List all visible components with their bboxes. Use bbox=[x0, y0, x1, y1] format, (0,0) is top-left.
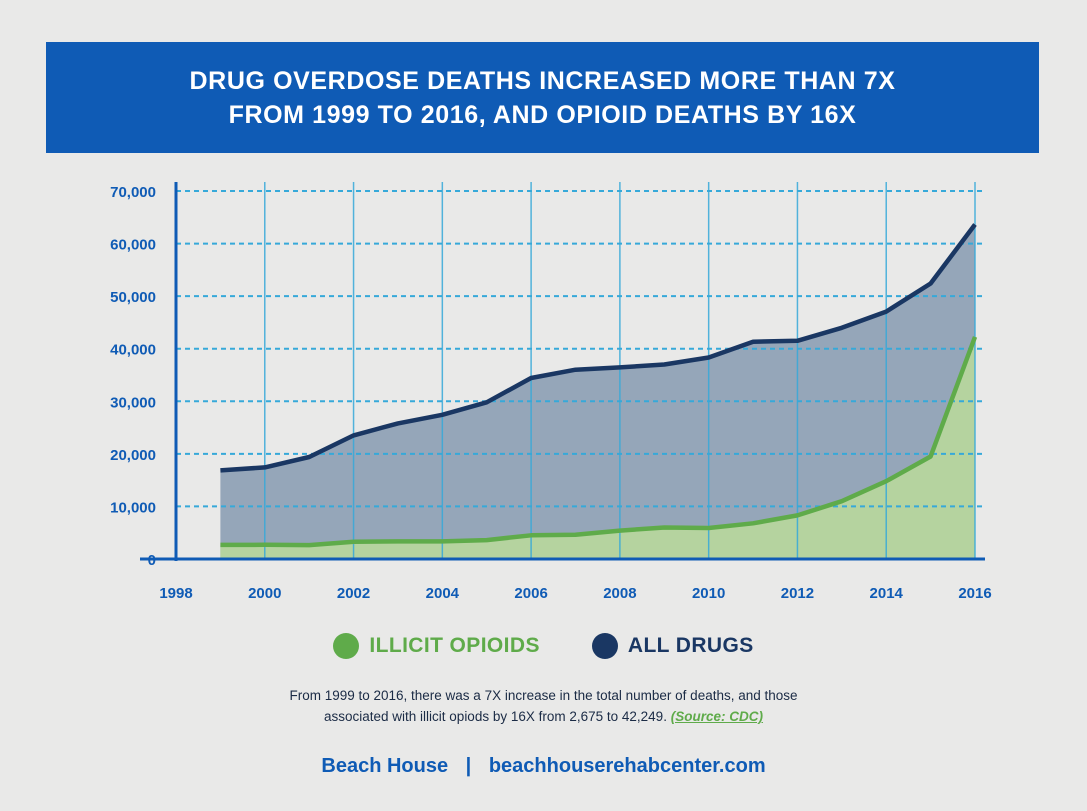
y-tick-label-70000: 70,000 bbox=[110, 184, 156, 201]
x-tick-label-2008: 2008 bbox=[603, 585, 636, 602]
y-tick-label-10000: 10,000 bbox=[110, 499, 156, 516]
x-tick-label-2012: 2012 bbox=[781, 585, 814, 602]
x-tick-label-2000: 2000 bbox=[248, 585, 281, 602]
y-tick-label-50000: 50,000 bbox=[110, 289, 156, 306]
footer-brand: Beach House bbox=[321, 755, 449, 777]
caption-line-2-text: associated with illicit opiods by 16X fr… bbox=[324, 709, 667, 724]
y-tick-label-20000: 20,000 bbox=[110, 447, 156, 464]
all-drugs-area bbox=[220, 224, 975, 559]
legend-label-opioids: ILLICIT OPIOIDS bbox=[369, 634, 540, 657]
caption: From 1999 to 2016, there was a 7X increa… bbox=[0, 685, 1087, 727]
footer-separator: | bbox=[465, 755, 472, 777]
legend-label-all-drugs: ALL DRUGS bbox=[627, 634, 754, 657]
x-tick-label-2006: 2006 bbox=[514, 585, 547, 602]
opioids-area bbox=[220, 336, 975, 559]
chart-title: DRUG OVERDOSE DEATHS INCREASED MORE THAN… bbox=[189, 66, 896, 129]
x-tick-label-2016: 2016 bbox=[958, 585, 991, 602]
y-tick-label-40000: 40,000 bbox=[110, 342, 156, 359]
x-tick-label-2014: 2014 bbox=[870, 585, 904, 602]
x-tick-label-1998: 1998 bbox=[159, 585, 192, 602]
legend: ILLICIT OPIOIDS ALL DRUGS bbox=[0, 633, 1087, 659]
footer: Beach House | beachhouserehabcenter.com bbox=[0, 755, 1087, 778]
legend-item-opioids: ILLICIT OPIOIDS bbox=[333, 633, 540, 659]
source-link[interactable]: (Source: CDC) bbox=[670, 709, 763, 724]
y-tick-label-0: 0 bbox=[148, 552, 156, 569]
y-tick-label-60000: 60,000 bbox=[110, 237, 156, 254]
legend-item-all-drugs: ALL DRUGS bbox=[591, 633, 754, 659]
caption-line-1: From 1999 to 2016, there was a 7X increa… bbox=[289, 688, 798, 703]
title-banner: DRUG OVERDOSE DEATHS INCREASED MORE THAN… bbox=[46, 42, 1039, 153]
all-drugs-line bbox=[220, 223, 977, 473]
footer-site-link[interactable]: beachhouserehabcenter.com bbox=[488, 755, 766, 777]
caption-line-2: associated with illicit opiods by 16X fr… bbox=[0, 706, 1087, 727]
overdose-chart: 0 10,000 20,000 30,000 40,000 50,000 60,000 70,… bbox=[110, 182, 992, 602]
legend-dot-opioids bbox=[333, 633, 360, 659]
x-tick-label-2004: 2004 bbox=[426, 585, 460, 602]
x-tick-label-2010: 2010 bbox=[692, 585, 725, 602]
x-tick-label-2002: 2002 bbox=[337, 585, 370, 602]
y-tick-label-30000: 30,000 bbox=[110, 394, 156, 411]
opioids-line bbox=[220, 336, 978, 548]
legend-dot-all-drugs bbox=[591, 633, 618, 659]
